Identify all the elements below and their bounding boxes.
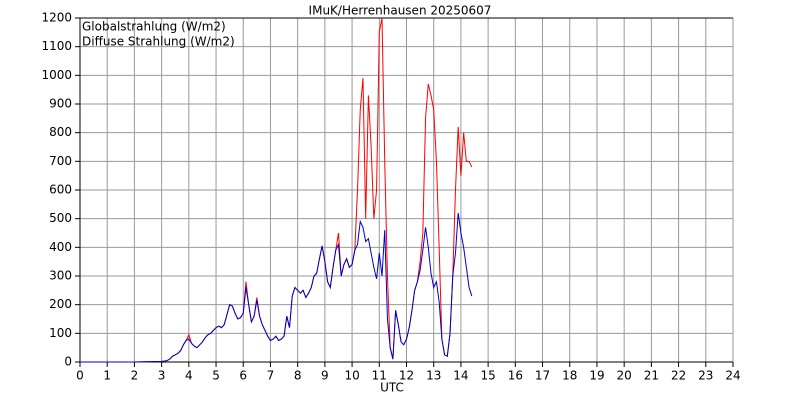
x-tick-label: 2	[131, 369, 139, 383]
x-tick-label: 14	[453, 369, 468, 383]
y-tick-label: 200	[49, 297, 72, 311]
x-tick-label: 4	[185, 369, 193, 383]
y-tick-label: 600	[49, 183, 72, 197]
y-tick-label: 1000	[41, 68, 72, 82]
x-tick-label: 9	[321, 369, 329, 383]
x-tick-label: 3	[158, 369, 166, 383]
y-tick-label: 300	[49, 269, 72, 283]
x-tick-label: 20	[617, 369, 632, 383]
y-tick-label: 400	[49, 240, 72, 254]
x-tick-label: 12	[399, 369, 414, 383]
series-line	[80, 212, 473, 363]
x-axis-label: UTC	[380, 381, 404, 395]
x-tick-label: 23	[698, 369, 713, 383]
x-tick-label: 17	[535, 369, 550, 383]
x-tick-label: 19	[589, 369, 604, 383]
x-tick-label: 16	[508, 369, 523, 383]
x-tick-label: 22	[671, 369, 686, 383]
y-tick-label: 1200	[41, 11, 72, 25]
x-tick-label: 5	[212, 369, 220, 383]
x-tick-label: 7	[267, 369, 275, 383]
x-tick-label: 0	[76, 369, 84, 383]
y-tick-label: 800	[49, 125, 72, 139]
x-tick-label: 6	[239, 369, 247, 383]
chart-title: IMuK/Herrenhausen 20250607	[309, 4, 492, 18]
y-tick-label: 700	[49, 154, 72, 168]
legend-entry: Diffuse Strahlung (W/m2)	[82, 35, 235, 49]
y-tick-label: 100	[49, 326, 72, 340]
x-tick-label: 18	[562, 369, 577, 383]
y-tick-label: 0	[64, 355, 72, 369]
x-tick-label: 21	[644, 369, 659, 383]
y-tick-label: 1100	[41, 39, 72, 53]
y-tick-label: 500	[49, 211, 72, 225]
x-tick-label: 24	[725, 369, 740, 383]
x-tick-label: 15	[480, 369, 495, 383]
x-tick-label: 11	[372, 369, 387, 383]
x-tick-label: 1	[103, 369, 111, 383]
x-tick-label: 10	[344, 369, 359, 383]
legend-entry: Globalstrahlung (W/m2)	[82, 20, 226, 34]
y-tick-label: 900	[49, 97, 72, 111]
x-tick-label: 8	[294, 369, 302, 383]
x-tick-label: 13	[426, 369, 441, 383]
